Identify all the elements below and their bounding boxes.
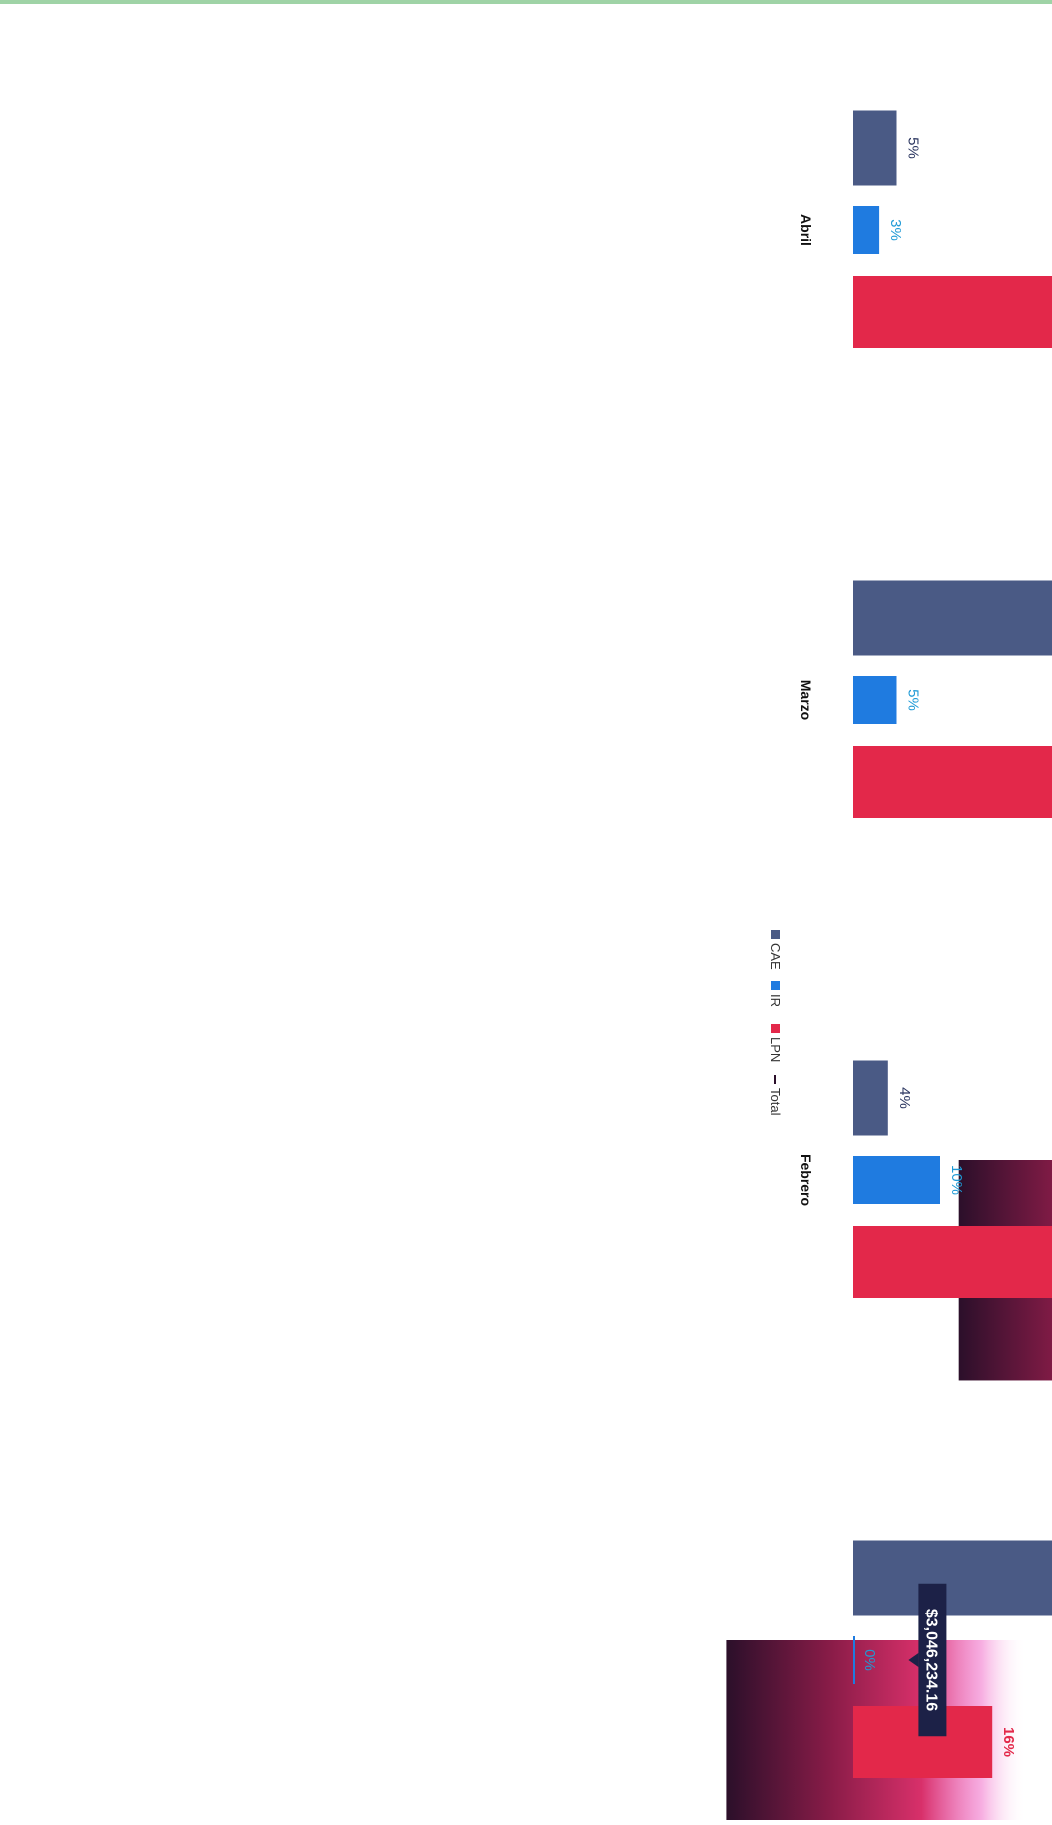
bar-ir-abril bbox=[852, 206, 880, 254]
bar-lpn-marzo bbox=[853, 746, 1052, 818]
legend-label-cae: CAE bbox=[768, 943, 783, 970]
label-cae-febrero: 4% bbox=[896, 1087, 913, 1109]
category-label-abril: Abril bbox=[798, 214, 814, 246]
category-label-febrero: Febrero bbox=[798, 1154, 814, 1206]
bar-lpn-enero bbox=[853, 1706, 993, 1778]
legend-label-total: Total bbox=[768, 1088, 783, 1116]
category-label-marzo: Marzo bbox=[798, 680, 814, 720]
total-label-enero: $3,046,234.16 bbox=[922, 1609, 939, 1711]
rotated-plot: EneroFebreroMarzoAbril84%0%16%$3,046,234… bbox=[726, 110, 1052, 1825]
bar-lpn-abril bbox=[852, 276, 1052, 348]
bar-ir-marzo bbox=[853, 676, 897, 724]
legend-label-ir: IR bbox=[768, 994, 783, 1007]
label-ir-febrero: 10% bbox=[948, 1165, 965, 1195]
legend-swatch-total bbox=[774, 1075, 776, 1084]
top-rule bbox=[0, 0, 1052, 4]
legend-swatch-cae bbox=[771, 930, 780, 939]
label-ir-abril: 3% bbox=[887, 219, 904, 241]
legend-label-lpn: LPN bbox=[768, 1037, 783, 1062]
bar-ir-enero bbox=[853, 1636, 855, 1684]
legend-swatch-ir bbox=[771, 981, 780, 990]
total-callout-box-enero bbox=[918, 1583, 947, 1737]
label-cae-abril: 5% bbox=[905, 137, 922, 159]
bar-ir-febrero bbox=[853, 1156, 940, 1204]
bar-cae-abril bbox=[853, 110, 897, 186]
bar-cae-marzo bbox=[853, 580, 1052, 656]
label-ir-marzo: 5% bbox=[905, 689, 922, 711]
label-lpn-enero: 16% bbox=[1000, 1727, 1017, 1757]
total-callout-arrow-enero bbox=[908, 1653, 919, 1667]
bar-lpn-febrero bbox=[852, 1226, 1052, 1298]
label-ir-enero: 0% bbox=[861, 1649, 878, 1671]
bar-cae-enero bbox=[853, 1540, 1052, 1616]
bar-cae-febrero bbox=[852, 1060, 888, 1136]
legend-swatch-lpn bbox=[771, 1024, 780, 1033]
